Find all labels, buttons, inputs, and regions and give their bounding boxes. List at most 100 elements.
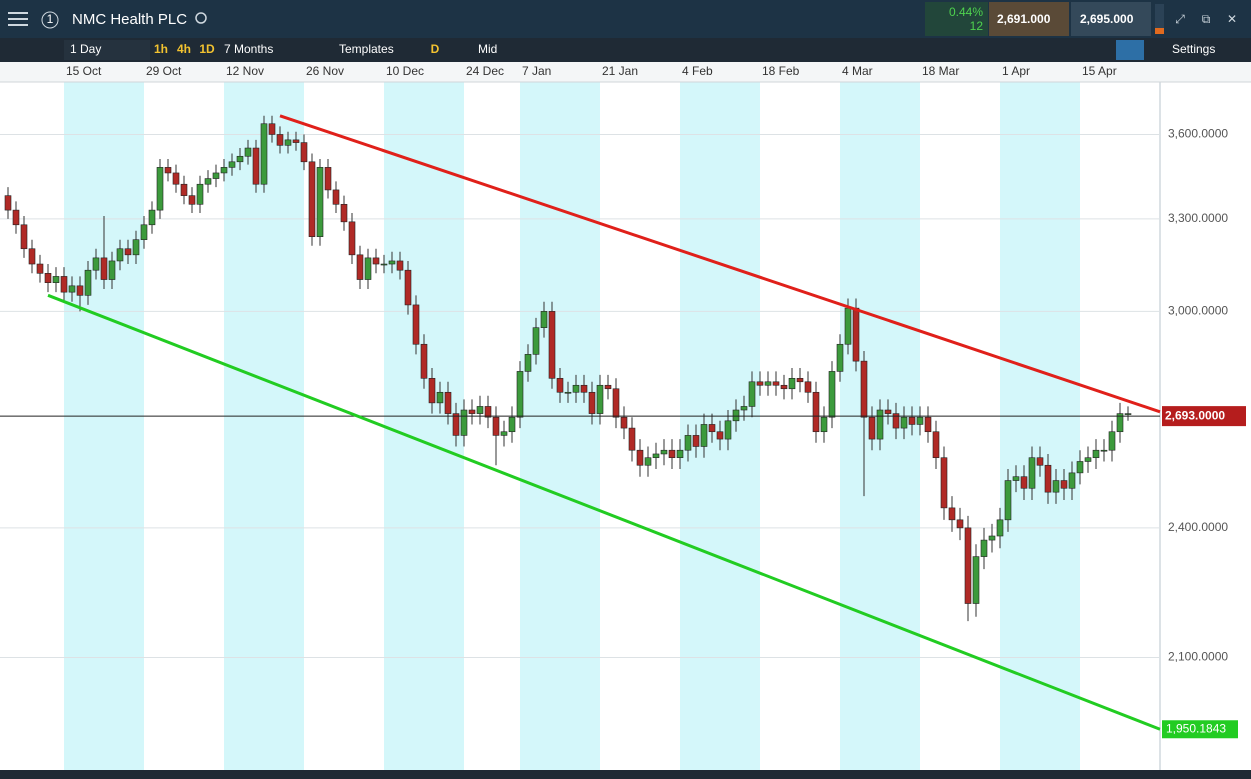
candle-body [876,409,884,440]
candle-body [404,269,412,306]
sell-price[interactable]: 2,691.000 [997,12,1051,26]
interval[interactable]: 1 Day [70,42,101,56]
quick-interval[interactable]: 1h [154,42,168,56]
trend-line [279,114,1161,414]
candle-body [36,263,44,274]
candle-body [692,435,700,447]
search-icon[interactable] [195,12,207,24]
badge-circle [41,11,59,29]
range[interactable]: 7 Months [224,42,273,56]
candle-body [708,424,716,433]
candle-body [1092,449,1100,459]
x-tick-label: 12 Nov [226,64,264,78]
candle-body [828,371,836,418]
candle-body [492,416,500,436]
candle-body [844,307,852,345]
candle-body [164,167,172,174]
candle-body [412,304,420,345]
quick-interval[interactable]: 4h [177,42,191,56]
price-type[interactable]: Mid [478,42,497,56]
candle-body [924,416,932,433]
candle-body [796,378,804,383]
settings[interactable]: Settings [1172,42,1215,56]
candle-body [1068,472,1076,489]
candle-body [868,416,876,440]
buy-price[interactable]: 2,695.000 [1080,12,1134,26]
candle-body [252,147,260,185]
candle-body [1124,413,1132,415]
candle-body [428,378,436,404]
candle-body [1004,480,1012,521]
candle-body [116,248,124,262]
x-tick-label: 21 Jan [602,64,638,78]
candle-body [676,449,684,459]
candle-body [732,409,740,422]
interval-select[interactable] [64,40,150,60]
candle-body [28,248,36,265]
candle-body [892,413,900,429]
candle-body [652,453,660,459]
candle-body [996,519,1004,537]
x-tick-label: 29 Oct [146,64,182,78]
candle-body [612,388,620,418]
candle-body [900,416,908,429]
toolbar [0,38,1251,62]
candle-body [4,195,12,211]
candle-body [756,381,764,386]
expand-icon[interactable]: ⤢ [1174,12,1185,26]
candle-body [956,519,964,529]
last-price-box [1162,406,1246,427]
candle-body [836,343,844,372]
sell-box[interactable] [989,2,1069,36]
y-tick-label: 3,600.0000 [1168,127,1228,141]
change-count: 12 [970,19,984,33]
candle-body [716,431,724,440]
candle-body [108,260,116,280]
buy-box[interactable] [1071,2,1151,36]
depth-meter [1155,4,1164,34]
x-tick-label: 18 Mar [922,64,959,78]
x-tick-label: 15 Apr [1082,64,1117,78]
x-tick-label: 7 Jan [522,64,551,78]
candle-body [764,381,772,386]
trend-label-box [1162,720,1238,739]
menu-button[interactable] [8,12,28,26]
candle-body [1116,413,1124,433]
candle-body [628,427,636,451]
candle-body [572,384,580,393]
candle-body [420,343,428,379]
candle-body [1100,449,1108,452]
candle-body [292,139,300,143]
candle-body [884,409,892,414]
candle-body [988,535,996,541]
candle-body [372,257,380,265]
candle-body [932,431,940,459]
candle-body [604,384,612,390]
y-tick-label: 3,000.0000 [1168,304,1228,318]
candle-body [740,406,748,411]
x-tick-label: 18 Feb [762,64,800,78]
y-tick-label: 3,300.0000 [1168,211,1228,225]
active-tool[interactable] [1116,40,1144,60]
popout-icon[interactable]: ⧉ [1202,12,1211,26]
change-percent: 0.44% [949,5,983,19]
candle-body [44,273,52,283]
candle-body [52,276,60,283]
candle-body [1036,457,1044,466]
candle-body [852,307,860,362]
candle-body [564,391,572,394]
candle-body [524,354,532,372]
candle-body [92,257,100,271]
candle-body [1052,480,1060,493]
candle-body [260,123,268,185]
day-toggle[interactable]: D [431,42,440,56]
x-tick-label: 15 Oct [66,64,102,78]
close-icon[interactable]: ✕ [1227,12,1237,26]
candle-body [644,457,652,466]
candle-body [172,172,180,185]
period-shade [1000,82,1080,770]
quick-interval[interactable]: 1D [199,42,215,56]
candle-body [180,183,188,196]
candle-body [308,161,316,237]
templates[interactable]: Templates [339,42,394,56]
